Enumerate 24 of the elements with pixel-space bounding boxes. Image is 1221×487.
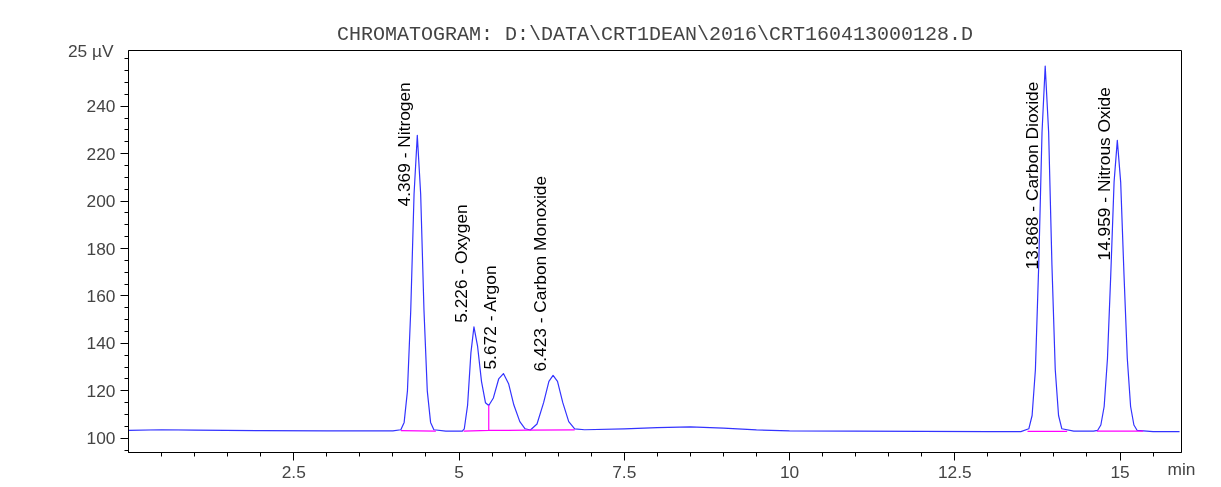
y-tick-label: 120 (86, 380, 116, 401)
x-tick-label: 12.5 (937, 461, 972, 482)
x-axis-title: min (1167, 458, 1196, 479)
annotation: 5.672 - Argon (480, 265, 501, 370)
y-tick-label: 240 (86, 96, 116, 117)
annotation: 4.369 - Nitrogen (394, 82, 415, 207)
annotation: 14.959 - Nitrous Oxide (1094, 87, 1115, 261)
x-tick-label: 10 (779, 461, 800, 482)
y-tick-label: 160 (86, 285, 116, 306)
annotation: 13.868 - Carbon Dioxide (1022, 81, 1043, 270)
line-series (128, 65, 1181, 433)
y-tick-label: 140 (86, 333, 116, 354)
x-tick-label: 15 (1110, 461, 1130, 482)
y-tick-label: 100 (86, 428, 116, 449)
annotation: 6.423 - Carbon Monoxide (530, 175, 551, 372)
y-tick-label: 180 (86, 238, 116, 259)
chart-title: CHROMATOGRAM: D:\DATA\CRT1DEAN\2016\CRT160413000128.D (336, 22, 974, 46)
y-axis-title: 25 µV (67, 40, 115, 61)
x-tick-label: 7.5 (612, 461, 637, 482)
annotation: 5.226 - Oxygen (450, 204, 471, 323)
x-tick-label: 5 (454, 461, 464, 482)
y-tick-label: 200 (86, 191, 116, 212)
x-tick-label: 2.5 (281, 461, 306, 482)
y-tick-label: 220 (86, 143, 116, 164)
